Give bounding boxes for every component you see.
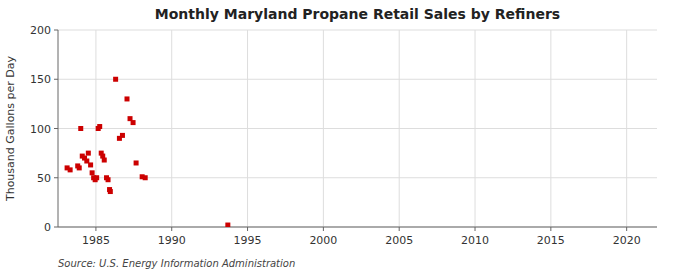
y-grid-line <box>58 79 657 80</box>
point <box>88 162 93 167</box>
point <box>78 126 83 131</box>
x-tick-label: 2020 <box>613 234 641 247</box>
x-axis-line <box>58 227 657 228</box>
x-tick-label: 1985 <box>82 234 110 247</box>
point <box>143 175 148 180</box>
point <box>131 120 136 125</box>
points <box>65 77 231 227</box>
point <box>108 189 113 194</box>
point <box>94 175 99 180</box>
y-grid-line <box>58 177 657 178</box>
y-tick <box>54 79 58 80</box>
point <box>106 177 111 182</box>
y-tick <box>54 177 58 178</box>
x-tick <box>171 227 172 231</box>
x-tick <box>626 227 627 231</box>
x-tick-label: 1995 <box>234 234 262 247</box>
y-tick-label: 100 <box>30 123 51 136</box>
title: Monthly Maryland Propane Retail Sales by… <box>155 6 560 22</box>
x-tick-label: 1990 <box>158 234 186 247</box>
point <box>120 133 125 138</box>
y-axis-label: Thousand Gallons per Day <box>4 55 17 202</box>
point <box>86 151 91 156</box>
point <box>102 158 107 163</box>
point <box>77 165 82 170</box>
x-tick-label: 2015 <box>537 234 565 247</box>
y-tick-label: 150 <box>30 73 51 86</box>
x-tick-label: 2005 <box>385 234 413 247</box>
x-tick <box>399 227 400 231</box>
point <box>97 124 102 129</box>
y-grid-line <box>58 30 657 31</box>
y-tick-label: 50 <box>37 172 51 185</box>
axes: 1985 1990 1995 2000 2005 2010 2015 2020 0 50 100 15… <box>30 24 657 247</box>
point <box>225 223 230 227</box>
point <box>68 167 73 172</box>
point <box>134 160 139 165</box>
y-grid-line <box>58 128 657 129</box>
x-tick-label: 2000 <box>309 234 337 247</box>
x-tick <box>247 227 248 231</box>
point <box>113 77 118 82</box>
grid <box>58 30 657 227</box>
x-tick <box>550 227 551 231</box>
source: Source: U.S. Energy Information Administ… <box>58 258 295 269</box>
y-tick-label: 0 <box>44 221 51 234</box>
chart: 1985 1990 1995 2000 2005 2010 2015 2020 0 50 100 15… <box>0 0 675 275</box>
x-tick-label: 2010 <box>461 234 489 247</box>
y-tick <box>54 227 58 228</box>
y-tick-label: 200 <box>30 24 51 37</box>
point <box>90 170 95 175</box>
x-tick <box>95 227 96 231</box>
y-grid-line <box>58 227 657 228</box>
x-tick <box>323 227 324 231</box>
y-tick <box>54 30 58 31</box>
point <box>124 96 129 101</box>
y-tick <box>54 128 58 129</box>
chart-container: 1985 1990 1995 2000 2005 2010 2015 2020 0 50 100 15… <box>0 0 675 275</box>
x-tick <box>475 227 476 231</box>
